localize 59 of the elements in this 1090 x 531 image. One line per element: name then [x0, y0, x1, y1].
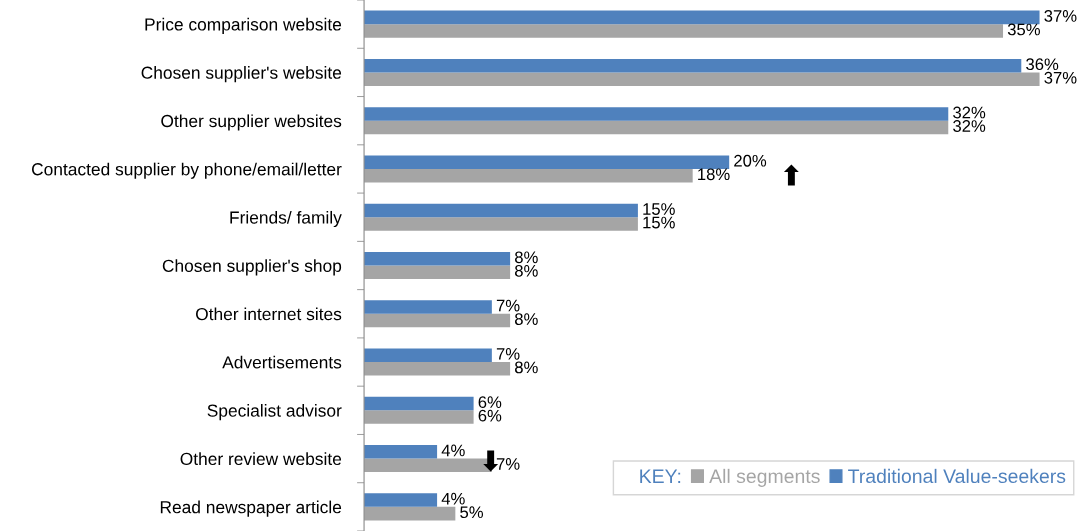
bar: [364, 265, 511, 280]
legend-label: All segments: [709, 468, 820, 487]
y-tick-label: Chosen supplier's website: [141, 66, 342, 83]
data-label: 15%: [643, 203, 675, 215]
bar: [364, 120, 949, 135]
y-tick-label: Other review website: [180, 452, 342, 466]
y-tick-label: Read newspaper article: [160, 500, 342, 517]
data-label: 18%: [698, 168, 730, 181]
y-tick-label: Advertisements: [222, 355, 342, 369]
y-tick-label: Chosen supplier's shop: [162, 259, 342, 276]
bar: [364, 168, 693, 183]
data-label: 8%: [515, 361, 538, 374]
data-label: 8%: [515, 313, 538, 325]
y-tick-label: Other supplier websites: [161, 114, 342, 131]
y-tick-label: Price comparison website: [145, 17, 342, 35]
data-label: 7%: [496, 299, 520, 312]
data-label: 8%: [515, 264, 538, 277]
annotation: ⬇: [483, 450, 499, 472]
y-tick-label: Friends/ family: [230, 210, 342, 228]
annotation: ⬆: [783, 164, 799, 186]
data-label: 4%: [441, 492, 465, 505]
bar: [364, 72, 1040, 86]
data-label: 7%: [496, 348, 520, 360]
bar: [364, 313, 511, 328]
bar: [364, 203, 638, 218]
data-label: 7%: [496, 458, 520, 470]
bar: [364, 10, 1040, 25]
bar: [364, 24, 1004, 38]
data-label: 6%: [478, 396, 502, 409]
data-label: 8%: [515, 251, 538, 264]
bar: [364, 155, 730, 169]
bar: [364, 445, 438, 459]
bar: [364, 348, 492, 363]
y-tick-label: Contacted supplier by phone/email/letter: [31, 162, 342, 179]
data-label: 37%: [1044, 10, 1077, 22]
bar: [364, 493, 438, 507]
y-tick-label: Specialist advisor: [207, 404, 342, 421]
data-label: 6%: [478, 409, 502, 422]
bar: [364, 217, 638, 231]
data-label: 4%: [441, 444, 465, 457]
bar: [364, 362, 511, 376]
data-label: 35%: [1007, 23, 1040, 36]
data-label: 5%: [460, 506, 484, 519]
data-label: 15%: [643, 216, 675, 229]
data-label: 20%: [734, 154, 767, 167]
legend-title: KEY:: [640, 469, 681, 483]
bar: [364, 300, 492, 314]
data-label: 32%: [953, 106, 986, 119]
y-tick-label: Other internet sites: [196, 307, 342, 321]
legend-label: Traditional Value-seekers: [848, 468, 1066, 484]
bar: [364, 396, 474, 411]
data-label: 37%: [1044, 71, 1077, 84]
bar: [364, 410, 474, 424]
bar: [364, 251, 511, 266]
data-label: 36%: [1026, 58, 1059, 71]
bar: [364, 107, 949, 121]
bar: [364, 506, 456, 521]
data-label: 32%: [953, 120, 986, 132]
bar: [364, 58, 1022, 73]
